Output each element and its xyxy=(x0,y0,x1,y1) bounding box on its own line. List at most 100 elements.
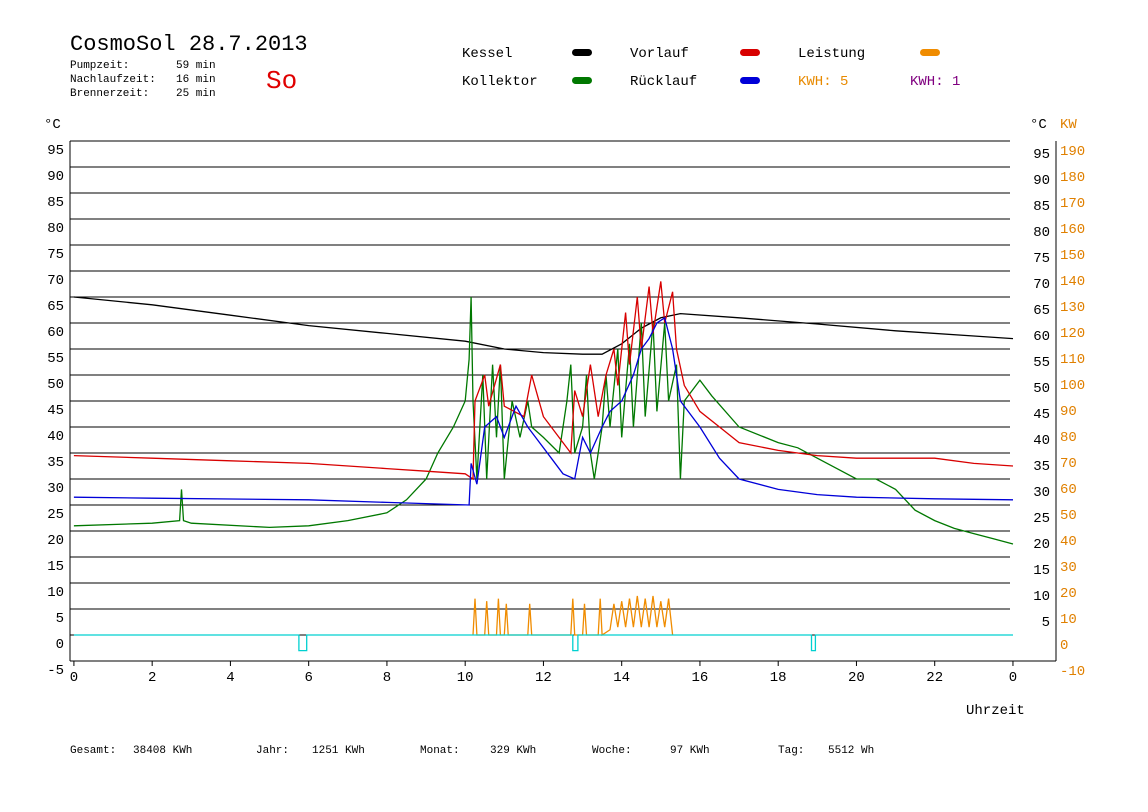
y-tick-label-right: 75 xyxy=(1033,251,1050,267)
y-tick-label: 85 xyxy=(47,195,64,211)
x-tick-label: 4 xyxy=(226,670,234,686)
footer-label: Monat: xyxy=(420,745,460,757)
legend-marker xyxy=(572,77,592,84)
y2-tick-label: -10 xyxy=(1060,664,1085,680)
y-tick-label-right: 30 xyxy=(1033,485,1050,501)
y-tick-label: 95 xyxy=(47,143,64,159)
y-tick-label-right: 35 xyxy=(1033,459,1050,475)
legend-marker xyxy=(740,77,760,84)
x-tick-label: 10 xyxy=(457,670,474,686)
y2-tick-label: 90 xyxy=(1060,404,1077,420)
y2-tick-label: 130 xyxy=(1060,300,1085,316)
stat-label: Pumpzeit: xyxy=(70,60,129,72)
legend-label: Kessel xyxy=(462,46,512,62)
x-tick-label: 8 xyxy=(383,670,391,686)
y-tick-label-right: 80 xyxy=(1033,225,1050,241)
y-tick-label-right: 60 xyxy=(1033,329,1050,345)
y-tick-label-right: 95 xyxy=(1033,147,1050,163)
x-tick-label: 6 xyxy=(304,670,312,686)
y-tick-label: 80 xyxy=(47,221,64,237)
stat-label: Nachlaufzeit: xyxy=(70,74,156,86)
stat-value: 25 min xyxy=(176,88,216,100)
y2-tick-label: 70 xyxy=(1060,456,1077,472)
y-unit: °C xyxy=(44,117,61,133)
y-tick-label: 55 xyxy=(47,351,64,367)
y2-tick-label: 40 xyxy=(1060,534,1077,550)
y-tick-label-right: 85 xyxy=(1033,199,1050,215)
y-tick-label: 10 xyxy=(47,585,64,601)
y-tick-label: 30 xyxy=(47,481,64,497)
y2-tick-label: 0 xyxy=(1060,638,1068,654)
y2-tick-label: 190 xyxy=(1060,144,1085,160)
y-tick-label: 0 xyxy=(56,637,64,653)
y-tick-label-right: 15 xyxy=(1033,563,1050,579)
y2-tick-label: 160 xyxy=(1060,222,1085,238)
legend-extra: KWH: 1 xyxy=(910,74,960,90)
x-tick-label: 0 xyxy=(70,670,78,686)
y-tick-label-right: 25 xyxy=(1033,511,1050,527)
y2-tick-label: 80 xyxy=(1060,430,1077,446)
legend-label: Vorlauf xyxy=(630,46,689,62)
footer-label: Tag: xyxy=(778,745,804,757)
y-tick-label: 65 xyxy=(47,299,64,315)
y2-tick-label: 50 xyxy=(1060,508,1077,524)
y-tick-label-right: 55 xyxy=(1033,355,1050,371)
series-line xyxy=(73,634,1013,652)
y-tick-label: 40 xyxy=(47,429,64,445)
x-tick-label: 2 xyxy=(148,670,156,686)
y2-tick-label: 60 xyxy=(1060,482,1077,498)
footer-value: 97 KWh xyxy=(670,745,710,757)
x-axis-label: Uhrzeit xyxy=(966,703,1025,719)
footer-value: 329 KWh xyxy=(490,745,536,757)
legend-marker xyxy=(740,49,760,56)
stat-value: 59 min xyxy=(176,60,216,72)
y-tick-label: 5 xyxy=(56,611,64,627)
chart-title: CosmoSol 28.7.2013 xyxy=(70,32,308,57)
y-tick-label-right: 20 xyxy=(1033,537,1050,553)
legend-extra: KWH: 5 xyxy=(798,74,848,90)
x-tick-label: 22 xyxy=(926,670,943,686)
y-tick-label: -5 xyxy=(47,663,64,679)
x-tick-label: 20 xyxy=(848,670,865,686)
y-tick-label: 70 xyxy=(47,273,64,289)
legend-label: Rücklauf xyxy=(630,74,697,90)
y-tick-label-right: 90 xyxy=(1033,173,1050,189)
footer-label: Jahr: xyxy=(256,745,289,757)
legend-label: Kollektor xyxy=(462,74,538,90)
y2-tick-label: 10 xyxy=(1060,612,1077,628)
footer-value: 1251 KWh xyxy=(312,745,365,757)
series-line xyxy=(73,316,1014,506)
y2-tick-label: 110 xyxy=(1060,352,1085,368)
footer-label: Gesamt: xyxy=(70,745,116,757)
y-tick-label: 60 xyxy=(47,325,64,341)
y2-tick-label: 170 xyxy=(1060,196,1085,212)
y2-tick-label: 180 xyxy=(1060,170,1085,186)
y-tick-label: 20 xyxy=(47,533,64,549)
y2-tick-label: 30 xyxy=(1060,560,1077,576)
y-tick-label-right: 5 xyxy=(1042,615,1050,631)
y2-tick-label: 140 xyxy=(1060,274,1085,290)
day-label: So xyxy=(266,66,297,96)
footer-label: Woche: xyxy=(592,745,632,757)
x-tick-label: 16 xyxy=(692,670,709,686)
y-tick-label-right: 50 xyxy=(1033,381,1050,397)
x-tick-label: 18 xyxy=(770,670,787,686)
series-line xyxy=(73,296,1014,355)
y-tick-label-right: 70 xyxy=(1033,277,1050,293)
y-tick-label-right: 40 xyxy=(1033,433,1050,449)
y-unit-right: °C xyxy=(1030,117,1047,133)
x-tick-label: 14 xyxy=(613,670,630,686)
y-tick-label: 15 xyxy=(47,559,64,575)
y2-tick-label: 100 xyxy=(1060,378,1085,394)
x-tick-label: 12 xyxy=(535,670,552,686)
y-tick-label-right: 10 xyxy=(1033,589,1050,605)
footer-value: 38408 KWh xyxy=(133,745,192,757)
y-tick-label-right: 45 xyxy=(1033,407,1050,423)
legend-marker xyxy=(572,49,592,56)
y2-tick-label: 150 xyxy=(1060,248,1085,264)
y-tick-label: 35 xyxy=(47,455,64,471)
stat-label: Brennerzeit: xyxy=(70,88,149,100)
y-tick-label: 45 xyxy=(47,403,64,419)
x-tick-label: 0 xyxy=(1009,670,1017,686)
